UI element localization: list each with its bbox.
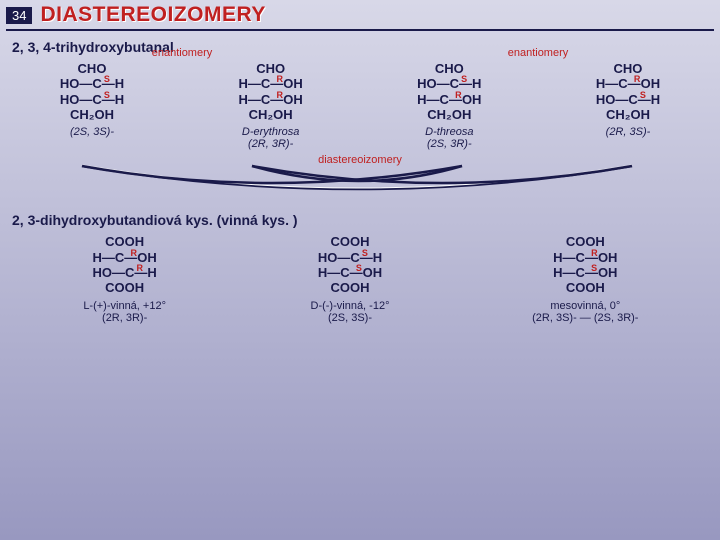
rs-label: R xyxy=(277,74,284,85)
rs-label: S xyxy=(640,90,646,101)
rs-label: S xyxy=(104,90,110,101)
mol-line: H—C—OH xyxy=(417,92,481,107)
mol-label: D-(-)-vinná, -12° (2S, 3S)- xyxy=(311,300,390,324)
section2-subtitle: 2, 3-dihydroxybutandiová kys. (vinná kys… xyxy=(12,212,708,228)
mol-line: COOH xyxy=(93,280,157,295)
molecule-group: COOH H—C—OHR H—C—OHS COOH mesovinná, 0° … xyxy=(475,234,695,323)
molecule-group: CHO HO—C—HS H—C—OHR CH₂OH D-threosa (2S,… xyxy=(369,61,529,150)
diastereomer-label: diastereoizomery xyxy=(12,154,708,166)
rs-label: S xyxy=(356,263,362,274)
mol-line: CHO xyxy=(239,61,303,76)
section1-row: enantiomery enantiomery CHO HO—C—HS HO—C… xyxy=(12,61,708,150)
molecule-group: CHO H—C—OHR H—C—OHR CH₂OH D-erythrosa (2… xyxy=(191,61,351,150)
mol-line: COOH xyxy=(93,234,157,249)
rs-label: R xyxy=(131,248,138,259)
mol-line: CH₂OH xyxy=(417,107,481,122)
mol-label: L-(+)-vinná, +12° (2R, 3R)- xyxy=(83,300,166,324)
mol-label: mesovinná, 0° (2R, 3S)- — (2S, 3R)- xyxy=(532,300,638,324)
rs-label: R xyxy=(634,74,641,85)
title-rule xyxy=(6,29,714,31)
rs-label: R xyxy=(591,248,598,259)
mol-line: HO—C—H xyxy=(93,265,157,280)
section2-row: COOH H—C—OHR HO—C—HR COOH L-(+)-vinná, +… xyxy=(12,234,708,323)
mol-line: H—C—OH xyxy=(553,250,617,265)
fischer-structure: COOH HO—C—HS H—C—OHS COOH xyxy=(318,234,382,295)
mol-line: COOH xyxy=(553,280,617,295)
fischer-structure: CHO HO—C—HS HO—C—HS CH₂OH xyxy=(60,61,124,122)
molecule-group: CHO HO—C—HS HO—C—HS CH₂OH (2S, 3S)- xyxy=(12,61,172,138)
molecule-group: COOH HO—C—HS H—C—OHS COOH D-(-)-vinná, -… xyxy=(250,234,450,323)
mol-label: (2R, 3S)- xyxy=(606,126,651,138)
mol-line: COOH xyxy=(318,280,382,295)
diastereomer-curves xyxy=(12,164,708,194)
rs-label: S xyxy=(461,74,467,85)
enantiomer-label-right: enantiomery xyxy=(458,47,618,59)
slide-number: 34 xyxy=(6,7,32,24)
enantiomer-label-left: enantiomery xyxy=(102,47,262,59)
mol-line: COOH xyxy=(553,234,617,249)
mol-line: H—C—OH xyxy=(239,76,303,91)
mol-line: H—C—OH xyxy=(93,250,157,265)
mol-line: CH₂OH xyxy=(60,107,124,122)
mol-line: HO—C—H xyxy=(417,76,481,91)
rs-label: R xyxy=(455,90,462,101)
rs-label: S xyxy=(104,74,110,85)
mol-line: CHO xyxy=(596,61,660,76)
rs-label: S xyxy=(362,248,368,259)
mol-line: COOH xyxy=(318,234,382,249)
molecule-group: COOH H—C—OHR HO—C—HR COOH L-(+)-vinná, +… xyxy=(25,234,225,323)
mol-line: H—C—OH xyxy=(318,265,382,280)
mol-line: H—C—OH xyxy=(553,265,617,280)
fischer-structure: CHO HO—C—HS H—C—OHR CH₂OH xyxy=(417,61,481,122)
mol-line: HO—C—H xyxy=(60,76,124,91)
mol-line: CH₂OH xyxy=(239,107,303,122)
mol-label: D-erythrosa (2R, 3R)- xyxy=(242,126,299,150)
rs-label: S xyxy=(591,263,597,274)
mol-line: HO—C—H xyxy=(596,92,660,107)
mol-line: CHO xyxy=(60,61,124,76)
molecule-group: CHO H—C—OHR HO—C—HS CH₂OH (2R, 3S)- xyxy=(548,61,708,138)
fischer-structure: CHO H—C—OHR H—C—OHR CH₂OH xyxy=(239,61,303,122)
page-title: DIASTEREOIZOMERY xyxy=(40,3,265,27)
mol-line: H—C—OH xyxy=(596,76,660,91)
mol-label: D-threosa (2S, 3R)- xyxy=(425,126,473,150)
fischer-structure: COOH H—C—OHR HO—C—HR COOH xyxy=(93,234,157,295)
rs-label: R xyxy=(137,263,144,274)
rs-label: R xyxy=(277,90,284,101)
mol-line: HO—C—H xyxy=(318,250,382,265)
mol-line: CH₂OH xyxy=(596,107,660,122)
fischer-structure: CHO H—C—OHR HO—C—HS CH₂OH xyxy=(596,61,660,122)
mol-line: CHO xyxy=(417,61,481,76)
mol-line: H—C—OH xyxy=(239,92,303,107)
mol-label: (2S, 3S)- xyxy=(70,126,114,138)
fischer-structure: COOH H—C—OHR H—C—OHS COOH xyxy=(553,234,617,295)
mol-line: HO—C—H xyxy=(60,92,124,107)
